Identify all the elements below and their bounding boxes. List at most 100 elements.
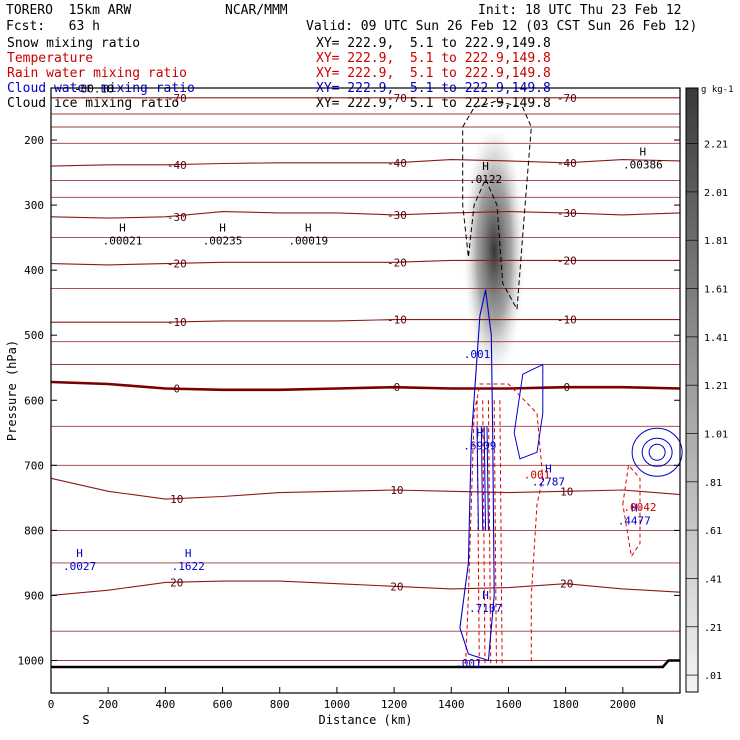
colorbar-tick-label: .81 [704,478,722,489]
x-tick-label: 1000 [324,698,351,711]
temperature-contour-label: 0 [563,381,570,394]
x-tick-label: 0 [48,698,55,711]
y-tick-label: 900 [24,589,44,602]
x-tick-label: 1400 [438,698,465,711]
cloud-water-contour [641,437,673,467]
x-tick-label: 1200 [381,698,408,711]
maximum-value-label: .00386 [623,159,663,172]
colorbar-tick-label: 1.01 [704,429,728,440]
maximum-value-label: .00235 [203,235,243,248]
temperature-contour [50,477,681,500]
colorbar-tick-label: .41 [704,574,722,585]
contour-value-label: .001 [455,657,482,670]
maximum-marker: H [477,427,484,440]
cloud-water-contour [459,289,495,662]
maximum-value-label: .0122 [469,173,502,186]
x-tick-label: 2000 [610,698,637,711]
temperature-contour [51,319,680,323]
y-tick-label: 600 [24,394,44,407]
temperature-contour-label: -10 [167,316,187,329]
valid-time: Valid: 09 UTC Sun 26 Feb 12 (03 CST Sun … [306,19,698,34]
maximum-marker: H [305,222,312,235]
colorbar-tick-label: .61 [704,526,722,537]
cloud-water-contour [483,426,487,531]
y-tick-label: 800 [24,524,44,537]
rain-water-contour [465,383,544,664]
temperature-contour [50,580,681,596]
y-axis-label: Pressure (hPa) [5,340,19,441]
contour-value-label: .001 [464,348,491,361]
colorbar-tick-label: 1.41 [704,333,728,344]
model-title: TORERO 15km ARW [6,3,132,18]
temperature-contour [50,211,681,219]
temperature-contour-label: -40 [387,157,407,170]
y-tick-label: 400 [24,264,44,277]
maximum-marker: H [119,222,126,235]
y-tick-label: 500 [24,329,44,342]
field-snow-xy: XY= 222.9, 5.1 to 222.9,149.8 [316,36,551,51]
center-title: NCAR/MMM [225,3,288,18]
rain-water-contour [499,400,503,664]
maximum-marker: H [631,501,638,514]
cloud-water-contour [648,443,666,461]
temperature-contour-label: -10 [557,314,577,327]
field-cloudice-name: Cloud ice mixing ratio [7,96,180,111]
cloud-water-contour [480,426,484,531]
temperature-contour-label: -20 [387,256,407,269]
temperature-contour-label: -30 [167,211,187,224]
colorbar-tick-label: 2.01 [704,188,728,199]
cloud-ice-contour [462,100,532,311]
x-tick-label: 400 [155,698,175,711]
temperature-contour-label: -70 [387,92,407,105]
x-tick-label: 1600 [495,698,522,711]
maximum-marker: H [185,547,192,560]
plot-frame [50,87,681,694]
snow-shading [462,133,526,394]
colorbar [685,87,699,693]
contour-value-label: -80.18 [74,83,114,96]
temperature-contour-label: -30 [557,207,577,220]
x-tick-label: 800 [270,698,290,711]
temperature-contour-label: -20 [557,254,577,267]
temperature-contour-label: 20 [390,580,403,593]
maximum-value-label: .1622 [172,560,205,573]
temperature-contour-label: -10 [387,314,407,327]
field-cloudice-xy: XY= 222.9, 5.1 to 222.9,149.8 [316,96,551,111]
temperature-contour-label: -30 [387,209,407,222]
maximum-value-label: .00021 [103,235,143,248]
temperature-contour-label: 20 [170,576,183,589]
colorbar-tick-label: .21 [704,623,722,634]
x-axis-label: Distance (km) [319,713,413,727]
colorbar-tick-label: 1.81 [704,236,728,247]
maximum-value-label: .2787 [532,475,565,488]
maximum-marker: H [482,160,489,173]
init-time: Init: 18 UTC Thu 23 Feb 12 [478,3,682,18]
rain-water-contour [482,400,486,664]
maximum-marker: H [640,146,647,159]
maximum-value-label: .0027 [63,560,96,573]
temperature-contour-label: 10 [560,485,573,498]
y-tick-label: 700 [24,459,44,472]
field-temp-xy: XY= 222.9, 5.1 to 222.9,149.8 [316,51,551,66]
rain-water-contour [493,400,497,664]
maximum-value-label: .00019 [288,235,328,248]
colorbar-tick-label: 1.61 [704,285,728,296]
maximum-value-label: .7107 [469,602,502,615]
temperature-contour-label: -40 [557,157,577,170]
temperature-contour [50,259,680,266]
temperature-contour-label: 0 [394,381,401,394]
temperature-contour-label: -20 [167,258,187,271]
colorbar-tick-label: .01 [704,671,722,682]
ground-line [51,659,680,669]
contour-value-label: .0042 [623,501,656,514]
colorbar-tick-label: 2.21 [704,140,728,151]
x-tick-label: 600 [213,698,233,711]
x-tick-label: 1800 [552,698,579,711]
temperature-contour-label: 0 [173,383,180,396]
temperature-contour-label: 10 [390,484,403,497]
cloud-water-contour [631,427,683,477]
maximum-value-label: .6909 [463,440,496,453]
x-tick-label: 200 [98,698,118,711]
temperature-contour-label: -40 [167,159,187,172]
